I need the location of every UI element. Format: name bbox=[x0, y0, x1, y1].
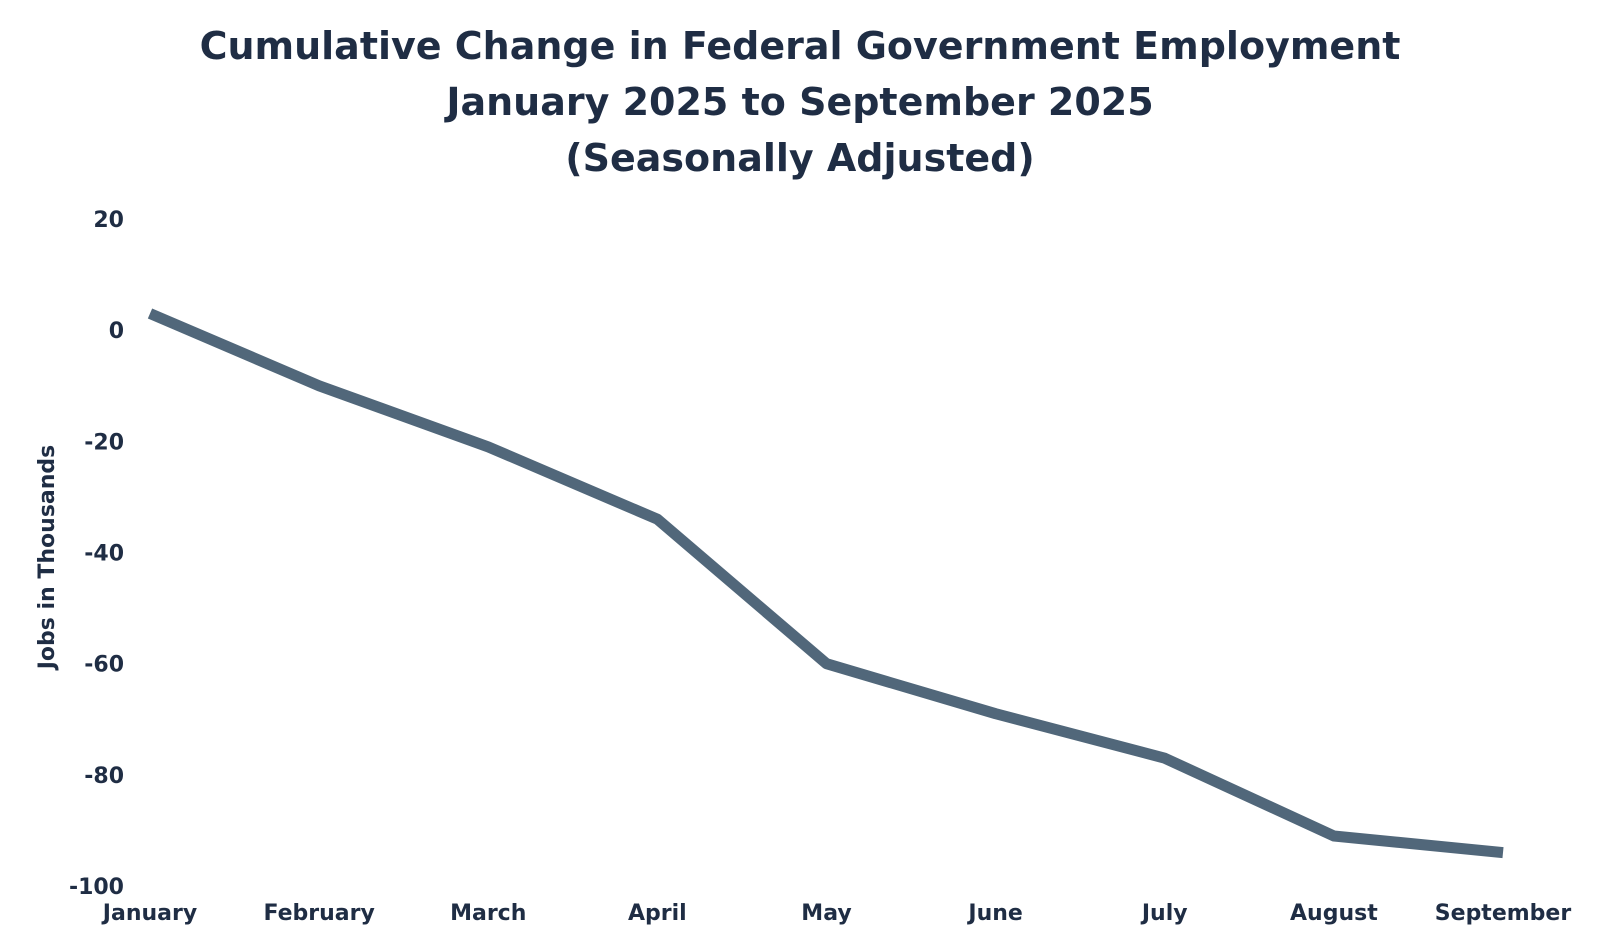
series-line bbox=[147, 308, 1504, 859]
y-axis-ticks: 20 0 -20 -40 -60 -80 -100 bbox=[69, 208, 124, 900]
series-group bbox=[147, 308, 1504, 859]
chart-title-line-3: (Seasonally Adjusted) bbox=[565, 136, 1035, 180]
chart-title-line-1: Cumulative Change in Federal Government … bbox=[199, 24, 1401, 68]
chart-title-line-2: January 2025 to September 2025 bbox=[446, 80, 1154, 124]
x-tick-label: August bbox=[1290, 901, 1378, 926]
y-axis-title: Jobs in Thousands bbox=[35, 445, 60, 672]
x-tick-label: June bbox=[966, 901, 1022, 926]
x-tick-label: February bbox=[263, 901, 374, 926]
y-tick-label: 20 bbox=[93, 208, 124, 233]
x-tick-label: April bbox=[628, 901, 687, 926]
chart-title: Cumulative Change in Federal Government … bbox=[0, 18, 1600, 186]
y-tick-label: 0 bbox=[109, 319, 124, 344]
y-tick-label: -20 bbox=[84, 430, 124, 455]
x-tick-label: July bbox=[1140, 901, 1188, 926]
y-tick-label: -80 bbox=[84, 764, 124, 789]
x-tick-label: May bbox=[801, 901, 851, 926]
y-tick-label: -100 bbox=[69, 875, 124, 900]
x-tick-label: January bbox=[101, 901, 197, 926]
y-tick-label: -40 bbox=[84, 542, 124, 567]
x-tick-label: March bbox=[450, 901, 526, 926]
x-axis-ticks: January February March April May June July Augu… bbox=[101, 901, 1572, 926]
y-tick-label: -60 bbox=[84, 653, 124, 678]
x-tick-label: September bbox=[1435, 901, 1572, 926]
